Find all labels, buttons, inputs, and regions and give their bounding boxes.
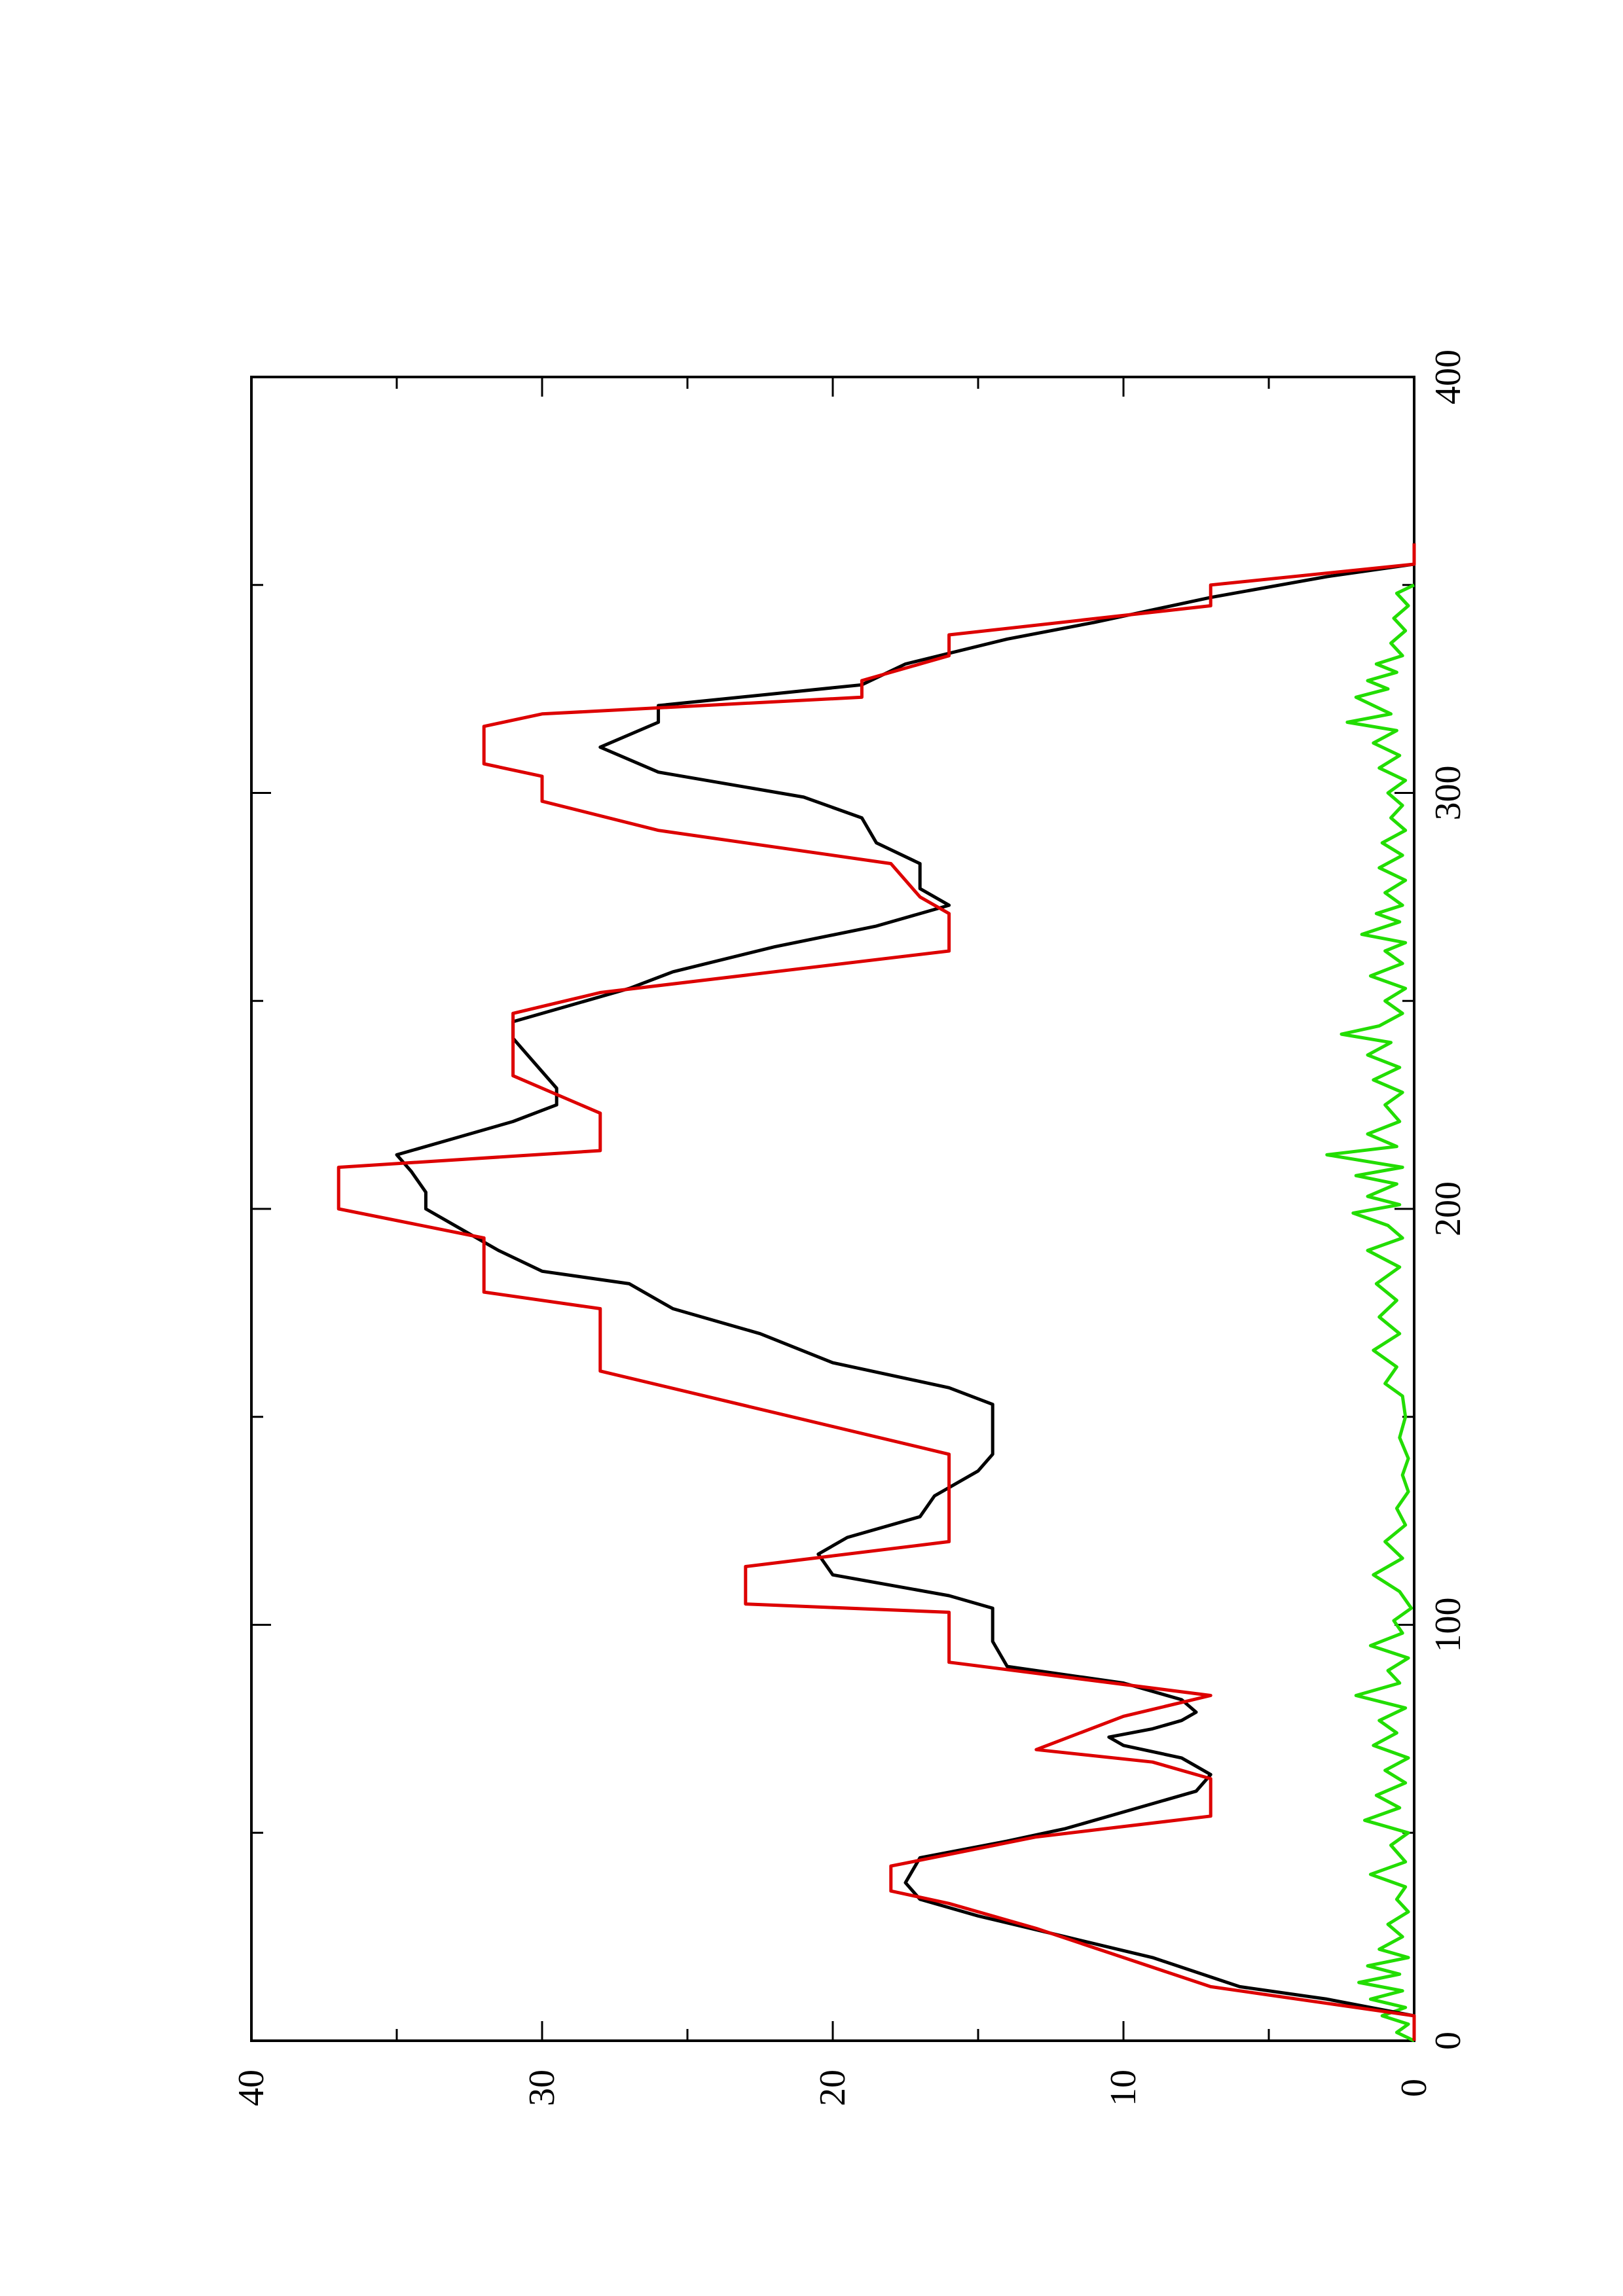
y-tick-label: 40: [231, 2070, 272, 2106]
tick-labels: 0 100 200 300 400 0 10 20 30 40: [231, 350, 1468, 2106]
x-tick-label: 300: [1428, 766, 1468, 821]
axis-ticks: [250, 376, 1415, 2042]
series-1: [395, 543, 1416, 2041]
y-tick-label: 10: [1103, 2070, 1144, 2106]
series-line: [337, 543, 1416, 2041]
y-tick-label: 30: [522, 2070, 562, 2106]
x-tick-label: 200: [1428, 1181, 1468, 1236]
series-2: [1325, 583, 1415, 2043]
series-layer: [337, 543, 1416, 2043]
series-0: [337, 543, 1416, 2041]
y-tick-label: 0: [1394, 2079, 1434, 2097]
y-tick-label: 20: [812, 2070, 853, 2106]
series-line: [395, 543, 1416, 2041]
x-tick-label: 400: [1428, 350, 1468, 404]
x-tick-label: 100: [1428, 1598, 1468, 1653]
series-line: [1325, 583, 1415, 2043]
x-tick-label: 0: [1428, 2032, 1468, 2050]
